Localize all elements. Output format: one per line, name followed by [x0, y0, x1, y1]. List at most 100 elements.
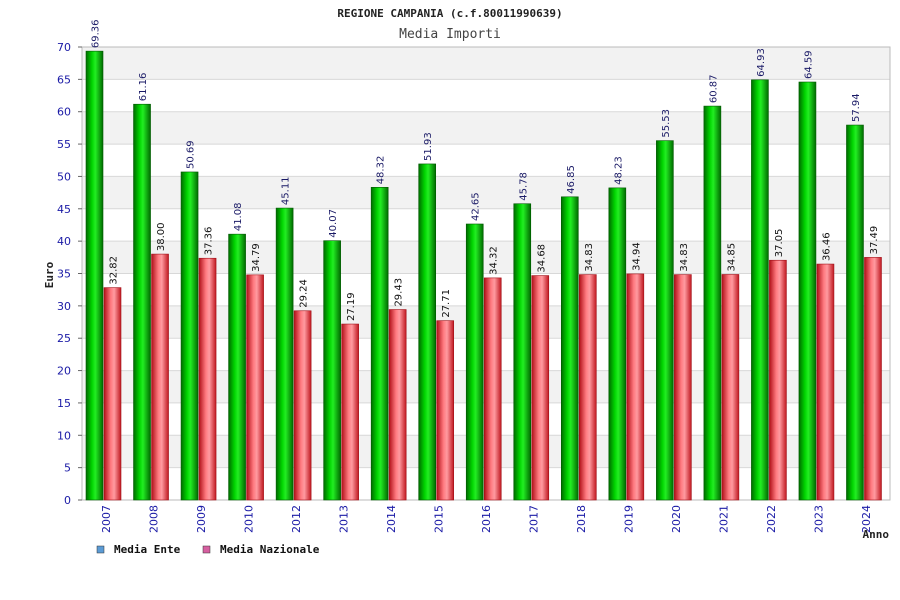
bar-media-nazionale	[626, 273, 645, 501]
bar-media-ente	[370, 187, 389, 501]
y-tick-label: 60	[57, 106, 71, 119]
bar-value-label: 55.53	[661, 109, 672, 138]
bar-media-ente	[275, 207, 294, 501]
plot-band	[82, 47, 890, 80]
bar-value-label: 46.85	[566, 165, 577, 194]
bar-value-label: 40.07	[328, 209, 339, 238]
bar-value-label: 42.65	[471, 192, 482, 221]
bar-media-nazionale	[578, 274, 597, 501]
plot-band	[82, 79, 890, 112]
bar-value-label: 60.87	[708, 74, 719, 103]
bar-value-label: 34.68	[536, 244, 547, 273]
bar-media-ente	[798, 81, 817, 501]
bar-media-ente	[228, 233, 246, 501]
bar-value-label: 34.32	[489, 246, 500, 275]
chart-title: REGIONE CAMPANIA (c.f.80011990639)	[337, 7, 562, 20]
y-tick-label: 10	[57, 429, 71, 442]
x-tick-label: 2018	[575, 505, 588, 533]
y-tick-label: 70	[57, 41, 71, 54]
bar-media-ente	[418, 163, 437, 501]
bar-media-ente	[133, 103, 151, 501]
bar-labels-group: 69.36 32.82 61.16 38.00 50.69 37.36 41.08 34.79…	[91, 20, 880, 322]
plot-band	[82, 111, 890, 145]
x-tick-label: 2012	[290, 505, 303, 533]
x-tick-label: 2021	[718, 505, 731, 533]
bar-value-label: 45.78	[518, 172, 529, 201]
bar-media-nazionale	[816, 263, 835, 501]
y-tick-label: 50	[57, 170, 71, 183]
bar-media-nazionale	[769, 259, 787, 501]
x-tick-label: 2019	[623, 505, 636, 533]
y-tick-label: 5	[64, 462, 71, 475]
x-tick-label: 2009	[195, 505, 208, 533]
legend: Media Ente Media Nazionale	[96, 543, 320, 556]
bar-value-label: 29.24	[299, 279, 310, 308]
plot-band	[82, 144, 890, 177]
x-tick-label: 2014	[385, 505, 398, 533]
bar-value-label: 61.16	[138, 73, 149, 102]
bar-value-label: 37.49	[869, 226, 880, 255]
y-tick-label: 40	[57, 235, 71, 248]
bar-media-ente	[608, 187, 627, 501]
bar-media-nazionale	[864, 257, 882, 501]
bar-media-nazionale	[341, 323, 359, 501]
bar-value-label: 34.94	[631, 242, 642, 271]
chart-subtitle: Media Importi	[399, 27, 501, 42]
bar-media-ente	[323, 240, 341, 501]
bar-value-label: 45.11	[281, 176, 292, 205]
bar-media-ente	[180, 171, 199, 501]
x-tick-label: 2015	[432, 505, 445, 533]
y-tick-label: 65	[57, 73, 71, 86]
bar-value-label: 34.83	[679, 243, 690, 272]
bar-value-label: 37.36	[204, 227, 215, 256]
bar-value-label: 64.59	[803, 50, 814, 79]
x-axis-label: Anno	[863, 528, 890, 541]
y-axis-ticks: 0 5 10 15 20 25 30 35 40 45 50 55 60 65 70	[57, 41, 82, 507]
y-tick-label: 30	[57, 300, 71, 313]
bar-media-nazionale	[151, 253, 169, 501]
y-tick-label: 35	[57, 268, 71, 281]
bar-value-label: 34.79	[251, 243, 262, 272]
bar-value-label: 50.69	[186, 140, 197, 169]
x-tick-label: 2020	[670, 505, 683, 533]
bar-media-nazionale	[388, 309, 407, 501]
bar-value-label: 29.43	[394, 278, 405, 307]
bar-media-ente	[560, 196, 579, 501]
bar-value-label: 36.46	[821, 232, 832, 261]
x-tick-label: 2024	[860, 505, 873, 533]
bar-value-label: 34.85	[726, 243, 737, 272]
y-axis-label: Euro	[43, 261, 56, 288]
x-tick-label: 2013	[337, 505, 350, 533]
bar-media-nazionale	[721, 274, 740, 501]
bar-value-label: 48.32	[376, 156, 387, 185]
bar-media-nazionale	[198, 257, 217, 501]
legend-label-media-ente: Media Ente	[114, 543, 181, 556]
x-tick-label: 2017	[528, 505, 541, 533]
bar-media-ente	[465, 223, 484, 501]
bar-media-nazionale	[246, 274, 264, 501]
x-tick-label: 2016	[480, 505, 493, 533]
bar-media-ente	[513, 203, 532, 501]
bar-value-label: 34.83	[584, 243, 595, 272]
x-tick-label: 2022	[765, 505, 778, 533]
x-tick-label: 2023	[813, 505, 826, 533]
bar-media-ente	[703, 105, 722, 501]
legend-label-media-nazionale: Media Nazionale	[220, 543, 320, 556]
bar-value-label: 48.23	[613, 156, 624, 185]
y-tick-label: 45	[57, 203, 71, 216]
bar-media-nazionale	[103, 287, 122, 501]
bar-value-label: 38.00	[156, 222, 167, 251]
bar-media-nazionale	[436, 320, 455, 501]
bar-media-nazionale	[293, 310, 312, 501]
bar-value-label: 32.82	[109, 256, 120, 285]
bar-value-label: 41.08	[233, 203, 244, 232]
bar-value-label: 27.19	[346, 292, 357, 321]
plot-band	[82, 176, 890, 209]
y-tick-label: 25	[57, 332, 71, 345]
bar-value-label: 27.71	[441, 289, 452, 318]
x-tick-label: 2008	[147, 505, 160, 533]
x-tick-label: 2010	[242, 505, 255, 533]
y-tick-label: 15	[57, 397, 71, 410]
bar-media-nazionale	[674, 274, 692, 501]
